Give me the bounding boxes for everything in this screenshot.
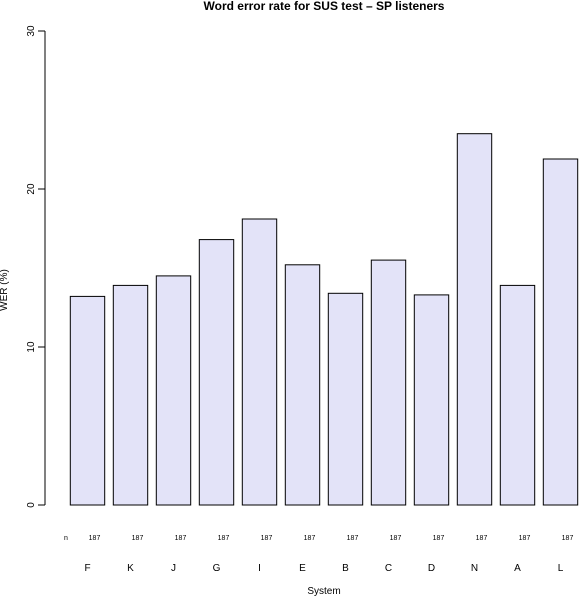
- x-axis-label: System: [307, 586, 340, 596]
- bar-G: [198, 239, 235, 506]
- y-tick-label: 10: [26, 341, 37, 353]
- n-value: 187: [175, 535, 187, 542]
- category-label: I: [258, 563, 261, 574]
- n-value: 187: [347, 535, 359, 542]
- category-label: F: [84, 563, 90, 574]
- y-tick-label: 20: [26, 183, 37, 195]
- bar-J: [155, 275, 192, 506]
- category-label: K: [127, 563, 134, 574]
- n-value: 187: [218, 535, 230, 542]
- bar-F: [69, 295, 106, 506]
- category-label: E: [299, 563, 306, 574]
- n-value: 187: [261, 535, 273, 542]
- y-tick-label: 0: [26, 502, 37, 508]
- n-value: 187: [89, 535, 101, 542]
- category-label: D: [428, 563, 435, 574]
- category-label: G: [213, 563, 221, 574]
- chart-title: Word error rate for SUS test – SP listen…: [204, 0, 445, 13]
- n-value: 187: [132, 535, 144, 542]
- bar-L: [542, 158, 579, 506]
- n-value: 187: [433, 535, 445, 542]
- category-label: N: [471, 563, 478, 574]
- category-label: C: [385, 563, 392, 574]
- n-row-label: n: [64, 535, 68, 542]
- n-value: 187: [304, 535, 316, 542]
- bar-N: [456, 133, 493, 506]
- n-value: 187: [562, 535, 574, 542]
- category-label: J: [171, 563, 176, 574]
- bar-I: [241, 218, 278, 506]
- category-label: A: [514, 563, 521, 574]
- bar-C: [370, 259, 407, 506]
- y-axis-label: WER (%): [0, 269, 10, 311]
- n-value: 187: [476, 535, 488, 542]
- category-label: B: [342, 563, 349, 574]
- n-value: 187: [519, 535, 531, 542]
- y-tick-label: 30: [26, 25, 37, 37]
- bar-B: [327, 292, 364, 506]
- category-label: L: [558, 563, 564, 574]
- bars: [69, 133, 579, 506]
- n-values: 187 187 187 187 187 187 187 187 187 187 187 187: [89, 535, 574, 542]
- bar-A: [499, 284, 536, 506]
- n-value: 187: [390, 535, 402, 542]
- bar-K: [112, 284, 149, 506]
- bar-E: [284, 264, 321, 506]
- bar-D: [413, 294, 450, 506]
- y-axis: 0 10 20 30: [26, 25, 46, 508]
